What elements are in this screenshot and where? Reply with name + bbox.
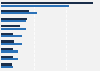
Bar xyxy=(1,20,26,22)
Bar xyxy=(1,66,13,68)
Bar xyxy=(1,33,14,35)
Bar xyxy=(1,63,12,66)
Bar xyxy=(1,56,12,58)
Bar xyxy=(1,43,22,45)
Bar xyxy=(1,28,26,30)
Bar xyxy=(1,58,18,60)
Bar xyxy=(1,35,22,37)
Bar xyxy=(1,12,37,14)
Bar xyxy=(1,48,13,50)
Bar xyxy=(1,5,69,7)
Bar xyxy=(1,50,18,53)
Bar xyxy=(1,10,29,12)
Bar xyxy=(1,40,14,43)
Bar xyxy=(1,2,93,4)
Bar xyxy=(1,25,20,27)
Bar xyxy=(1,18,27,20)
